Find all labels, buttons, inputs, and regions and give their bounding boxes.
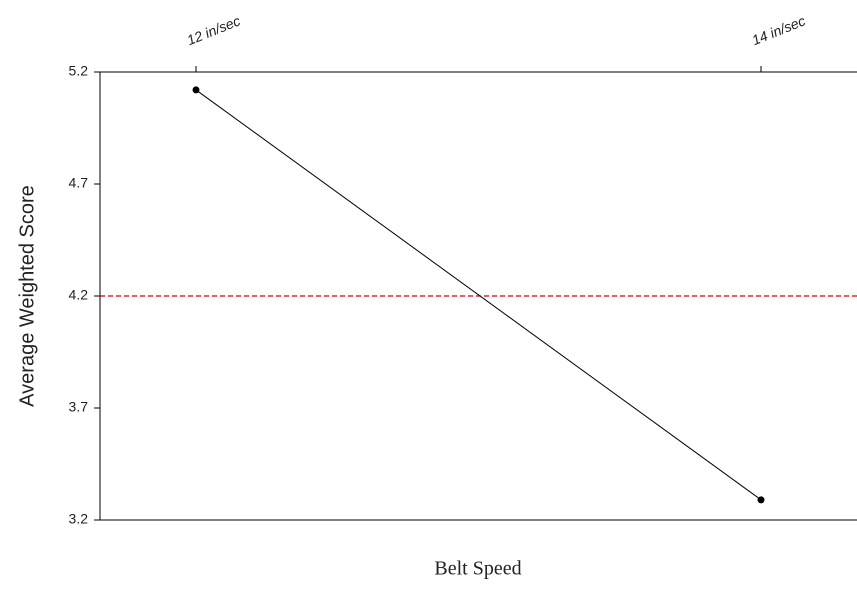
y-tick-label: 4.7 <box>69 175 89 191</box>
x-axis-label: Belt Speed <box>434 558 521 580</box>
y-tick-label: 5.2 <box>69 63 89 79</box>
data-point <box>192 86 200 94</box>
series-line <box>195 89 762 501</box>
data-point <box>757 496 765 504</box>
x-tick-label: 14 in/sec <box>750 12 808 48</box>
y-axis-label: Average Weighted Score <box>16 185 38 407</box>
y-tick-label: 3.2 <box>69 511 89 527</box>
y-tick-label: 4.2 <box>69 287 89 303</box>
x-tick-label: 12 in/sec <box>185 12 243 48</box>
y-tick-label: 3.7 <box>69 399 89 415</box>
